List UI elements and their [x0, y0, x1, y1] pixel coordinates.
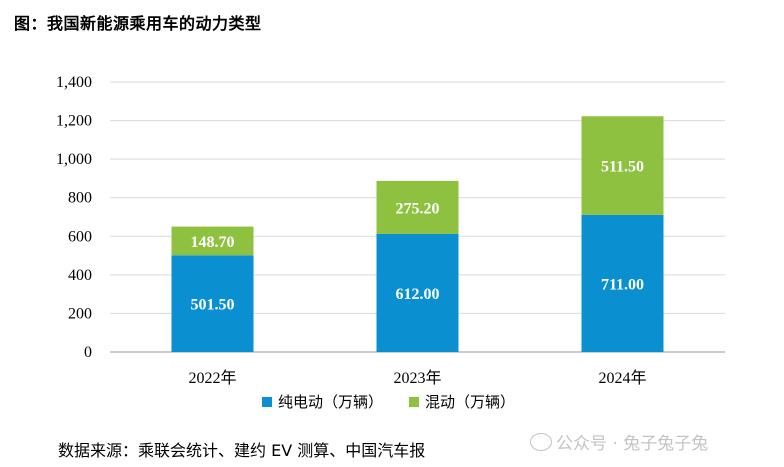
y-tick-label: 200 — [68, 305, 92, 322]
bar-segment-hybrid — [376, 180, 459, 234]
y-tick-label: 0 — [84, 344, 92, 361]
legend-item-bev: 纯电动（万辆） — [262, 391, 383, 412]
y-tick-label: 1,200 — [56, 113, 92, 130]
legend-label-hybrid: 混动（万辆） — [425, 393, 516, 411]
bar-segment-hybrid — [581, 116, 664, 215]
category-label: 2024年 — [598, 369, 646, 387]
legend-swatch-bev — [262, 396, 272, 407]
watermark-text: 公众号 · 兔子兔子兔 — [556, 434, 709, 454]
x-axis-categories: 2022年 2023年 2024年 — [188, 369, 646, 387]
data-label: 711.00 — [601, 276, 644, 293]
data-labels: 501.50 148.70 612.00 275.20 711.00 511.50 — [191, 159, 645, 314]
legend-item-hybrid: 混动（万辆） — [409, 391, 515, 412]
legend-label-bev: 纯电动（万辆） — [278, 393, 384, 411]
legend-swatch-hybrid — [409, 396, 420, 407]
y-tick-label: 800 — [68, 190, 92, 207]
bars — [171, 116, 664, 352]
source-note: 数据来源：乘联会统计、建约 EV 测算、中国汽车报 — [58, 441, 426, 460]
data-label: 511.50 — [601, 159, 644, 176]
y-axis-ticks: 0 200 400 600 800 1,000 1,200 1,400 — [56, 74, 92, 361]
data-label: 148.70 — [191, 234, 235, 251]
y-tick-label: 1,400 — [56, 74, 92, 91]
figure-title: 图：我国新能源乘用车的动力类型 — [14, 14, 262, 33]
category-label: 2023年 — [393, 369, 441, 387]
watermark: 公众号 · 兔子兔子兔 — [530, 429, 708, 454]
bar-segment-bev — [581, 214, 664, 352]
data-label: 501.50 — [191, 297, 235, 314]
data-label: 275.20 — [396, 200, 440, 217]
y-tick-label: 1,000 — [56, 151, 92, 168]
wechat-icon — [530, 432, 552, 451]
bar-segment-hybrid — [171, 226, 254, 256]
y-tick-label: 400 — [68, 267, 92, 284]
data-label: 612.00 — [396, 286, 440, 303]
category-label: 2022年 — [188, 369, 236, 387]
bar-segment-bev — [171, 255, 254, 352]
y-tick-label: 600 — [68, 228, 92, 245]
bar-segment-bev — [376, 233, 459, 352]
legend: 纯电动（万辆） 混动（万辆） — [262, 391, 515, 412]
